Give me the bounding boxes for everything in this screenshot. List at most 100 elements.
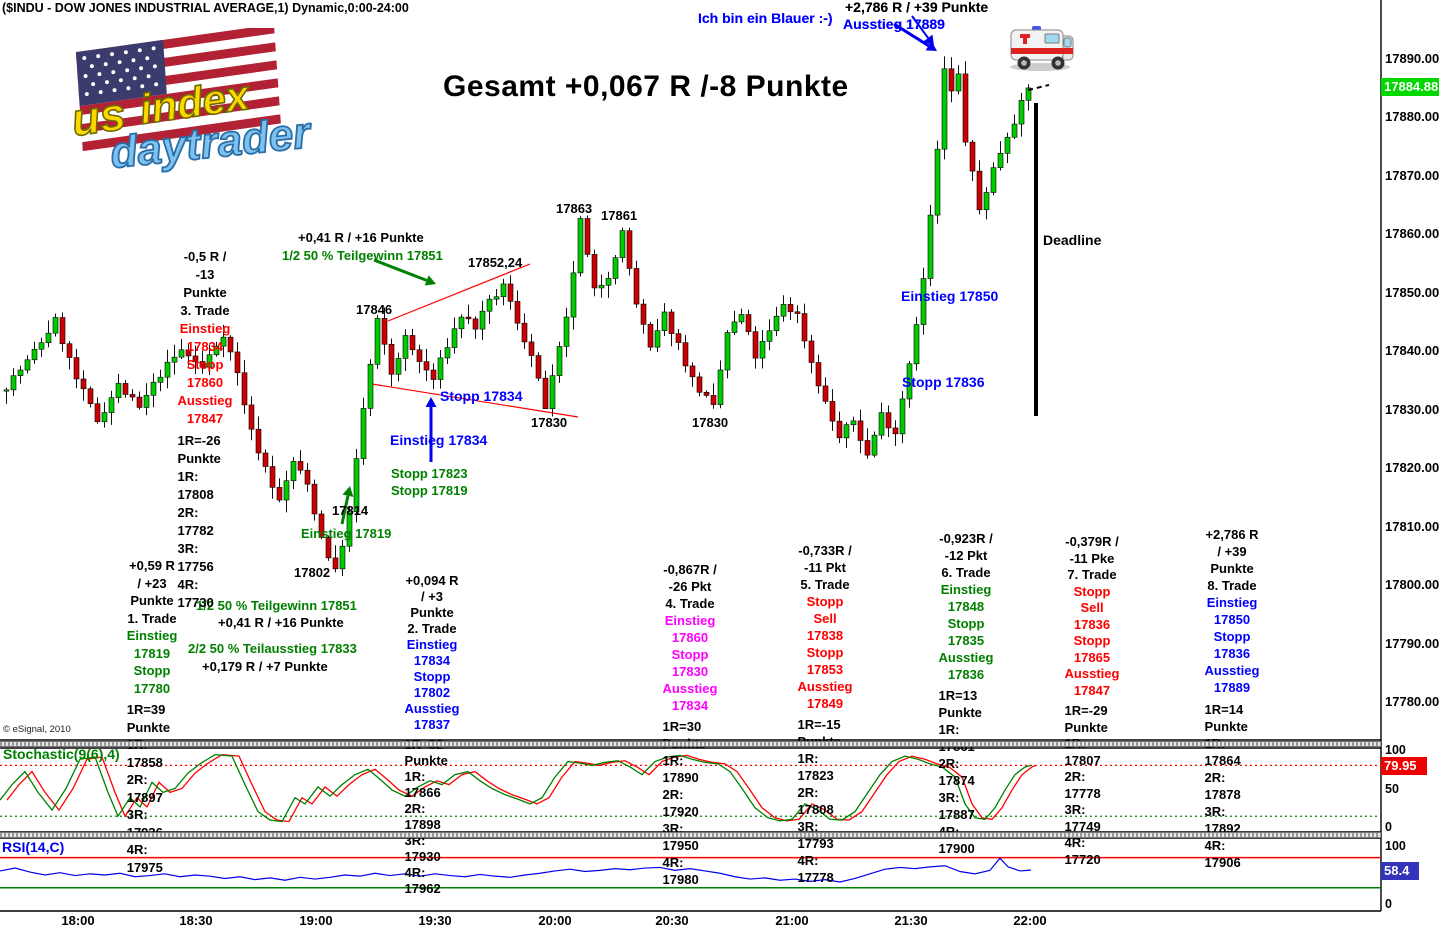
trade-r-line: 4R: 17720: [1064, 835, 1101, 867]
trade-block-3: -0,5 R / -13 Punkte 3. Trade Einstieg 1783…: [178, 248, 233, 612]
trade-line: Stopp Sell 17836: [1073, 583, 1111, 632]
time-tick-19:00: 19:00: [299, 913, 333, 928]
trade-r-line: 1R: 17808: [177, 469, 214, 502]
trade-line: Stopp 17802: [413, 669, 451, 700]
label-17830: 17830: [531, 415, 568, 430]
trade-r-line: 1R=14 Punkte: [1204, 702, 1248, 734]
stoch-tick-0: 0: [1385, 820, 1392, 834]
price-tick-17860.00: 17860.00: [1385, 226, 1439, 242]
label-17863: 17863: [556, 201, 593, 216]
trade-line: 7. Trade: [1067, 567, 1117, 582]
trade-line: 2. Trade: [407, 621, 457, 636]
time-tick-20:00: 20:00: [538, 913, 572, 928]
time-tick-20:30: 20:30: [655, 913, 689, 928]
trade-line: -0,923R / -12 Pkt: [939, 531, 993, 563]
trade-r-line: 2R: 17782: [177, 505, 214, 538]
trade-line: Einstieg 17819: [126, 628, 178, 661]
price-tick-17890.00: 17890.00: [1385, 51, 1439, 66]
price-tick-17800.00: 17800.00: [1385, 577, 1439, 593]
trade-line: Stopp 17780: [133, 663, 171, 696]
label-2-786-r-39-punkte: +2,786 R / +39 Punkte: [845, 0, 989, 15]
trade-r-line: 1R=39 Punkte: [126, 702, 171, 735]
rsi-panel-label: RSI(14,C): [2, 839, 65, 855]
trade-line: -0,733R / -11 Pkt: [798, 543, 852, 575]
trade-r-line: 2R: 17897: [126, 772, 163, 805]
trade-r-line: 4R: 17980: [662, 855, 699, 887]
panel-splitter-bottom[interactable]: [0, 832, 1381, 838]
panel-splitter-top[interactable]: [0, 741, 1381, 747]
trade-r-line: 3R: 17749: [1064, 802, 1101, 834]
trade-r-line: 3R: 17756: [177, 541, 214, 574]
callout-result: +2,786 R / +39 Punkte: [845, 0, 989, 15]
trade-block-2: +0,094 R / +3 Punkte 2. Trade Einstieg 178…: [405, 573, 460, 897]
label-17830: 17830: [692, 415, 729, 430]
label-17852-24: 17852,24: [468, 255, 523, 270]
trade-line: Stopp Sell 17838: [806, 594, 844, 643]
trade-r-line: 4R: 17730: [177, 577, 214, 610]
label-0-179-r-7-punkte: +0,179 R / +7 Punkte: [202, 659, 328, 674]
stochastic-panel-label: Stochastic(9(6),4): [3, 746, 120, 762]
label-2-2-50-teilausstieg-17833: 2/2 50 % Teilausstieg 17833: [188, 641, 357, 656]
trade-line: Stopp 17830: [671, 647, 709, 679]
page-title: Gesamt +0,067 R /-8 Punkte: [443, 70, 849, 103]
last-price-badge: 17884.88: [1381, 78, 1439, 96]
trade-r-line: 1R: 17890: [662, 753, 699, 785]
rsi-value-badge: 58.4: [1381, 862, 1419, 880]
label-stopp-17836: Stopp 17836: [902, 374, 985, 390]
label-stopp-17819: Stopp 17819: [391, 483, 468, 498]
label-einstieg-17834: Einstieg 17834: [390, 432, 488, 448]
candlestick-series: [3, 56, 1032, 577]
label-17846: 17846: [356, 302, 393, 317]
trade-r-line: 2R: 17898: [404, 801, 441, 832]
trade-r-line: 1R: 17823: [797, 751, 834, 783]
time-tick-22:00: 22:00: [1013, 913, 1047, 928]
label-17802: 17802: [294, 565, 331, 580]
trade-line: -0,867R / -26 Pkt: [663, 562, 717, 594]
trade-line: 6. Trade: [941, 565, 991, 580]
time-tick-21:00: 21:00: [775, 913, 809, 928]
label-1-2-50-teilgewinn-17851: 1/2 50 % Teilgewinn 17851: [282, 248, 443, 263]
time-tick-18:30: 18:30: [179, 913, 213, 928]
price-tick-17880.00: 17880.00: [1385, 109, 1439, 125]
time-tick-18:00: 18:00: [61, 913, 95, 928]
arrow-annotations: [340, 15, 937, 525]
trade-line: Ausstieg 17889: [1204, 663, 1260, 695]
time-tick-19:30: 19:30: [418, 913, 452, 928]
trade-block-1: +0,59 R / +23 Punkte 1. Trade Einstieg 178…: [127, 557, 178, 876]
us-index-daytrader-logo: us index daytrader: [67, 28, 316, 178]
trade-line: Ausstieg 17847: [1064, 666, 1120, 698]
trade-block-8: +2,786 R / +39 Punkte 8. Trade Einstieg 17…: [1205, 526, 1260, 871]
trade-line: Stopp 17853: [806, 645, 844, 677]
trade-line: Ausstieg 17847: [177, 393, 233, 426]
rsi-tick-100: 100: [1385, 839, 1406, 853]
trade-line: Stopp 17865: [1073, 633, 1111, 665]
trade-r-line: 1R: 17807: [1064, 736, 1101, 768]
trade-line: Ausstieg 17834: [662, 681, 718, 713]
label-stopp-17823: Stopp 17823: [391, 466, 468, 481]
trade-r-line: 3R: 17887: [938, 790, 975, 822]
trade-line: Stopp 17835: [947, 616, 985, 648]
trade-r-line: 4R: 17906: [1204, 838, 1241, 870]
trade-r-line: 1R=13 Punkte: [938, 688, 982, 720]
trade-r-line: 4R: 17975: [126, 842, 163, 875]
label-1-2-50-teilgewinn-17851: 1/2 50 % Teilgewinn 17851: [196, 598, 357, 613]
trade-line: Ausstieg 17849: [797, 679, 853, 711]
ambulance-icon: [1010, 26, 1074, 71]
trade-r-levels: 1R=-26 Punkte 1R: 17808 2R: 17782 3R: 17756…: [178, 432, 233, 612]
trade-line: 4. Trade: [665, 596, 715, 611]
trade-line: Stopp 17836: [1213, 629, 1251, 661]
trade-line: -0,5 R / -13 Punkte: [183, 249, 227, 300]
trade-line: Ausstieg 17836: [938, 650, 994, 682]
price-tick-17830.00: 17830.00: [1385, 401, 1439, 417]
trade-block-4: -0,867R / -26 Pkt 4. Trade Einstieg 17860 S…: [663, 561, 718, 888]
trade-line: 3. Trade: [180, 303, 230, 318]
deadline-line: [1034, 103, 1038, 416]
label-deadline: Deadline: [1043, 232, 1102, 248]
symbol-title: ($INDU - DOW JONES INDUSTRIAL AVERAGE,1)…: [2, 1, 409, 15]
trade-line: Stopp 17860: [186, 357, 224, 390]
rsi-tick-0: 0: [1385, 897, 1392, 911]
